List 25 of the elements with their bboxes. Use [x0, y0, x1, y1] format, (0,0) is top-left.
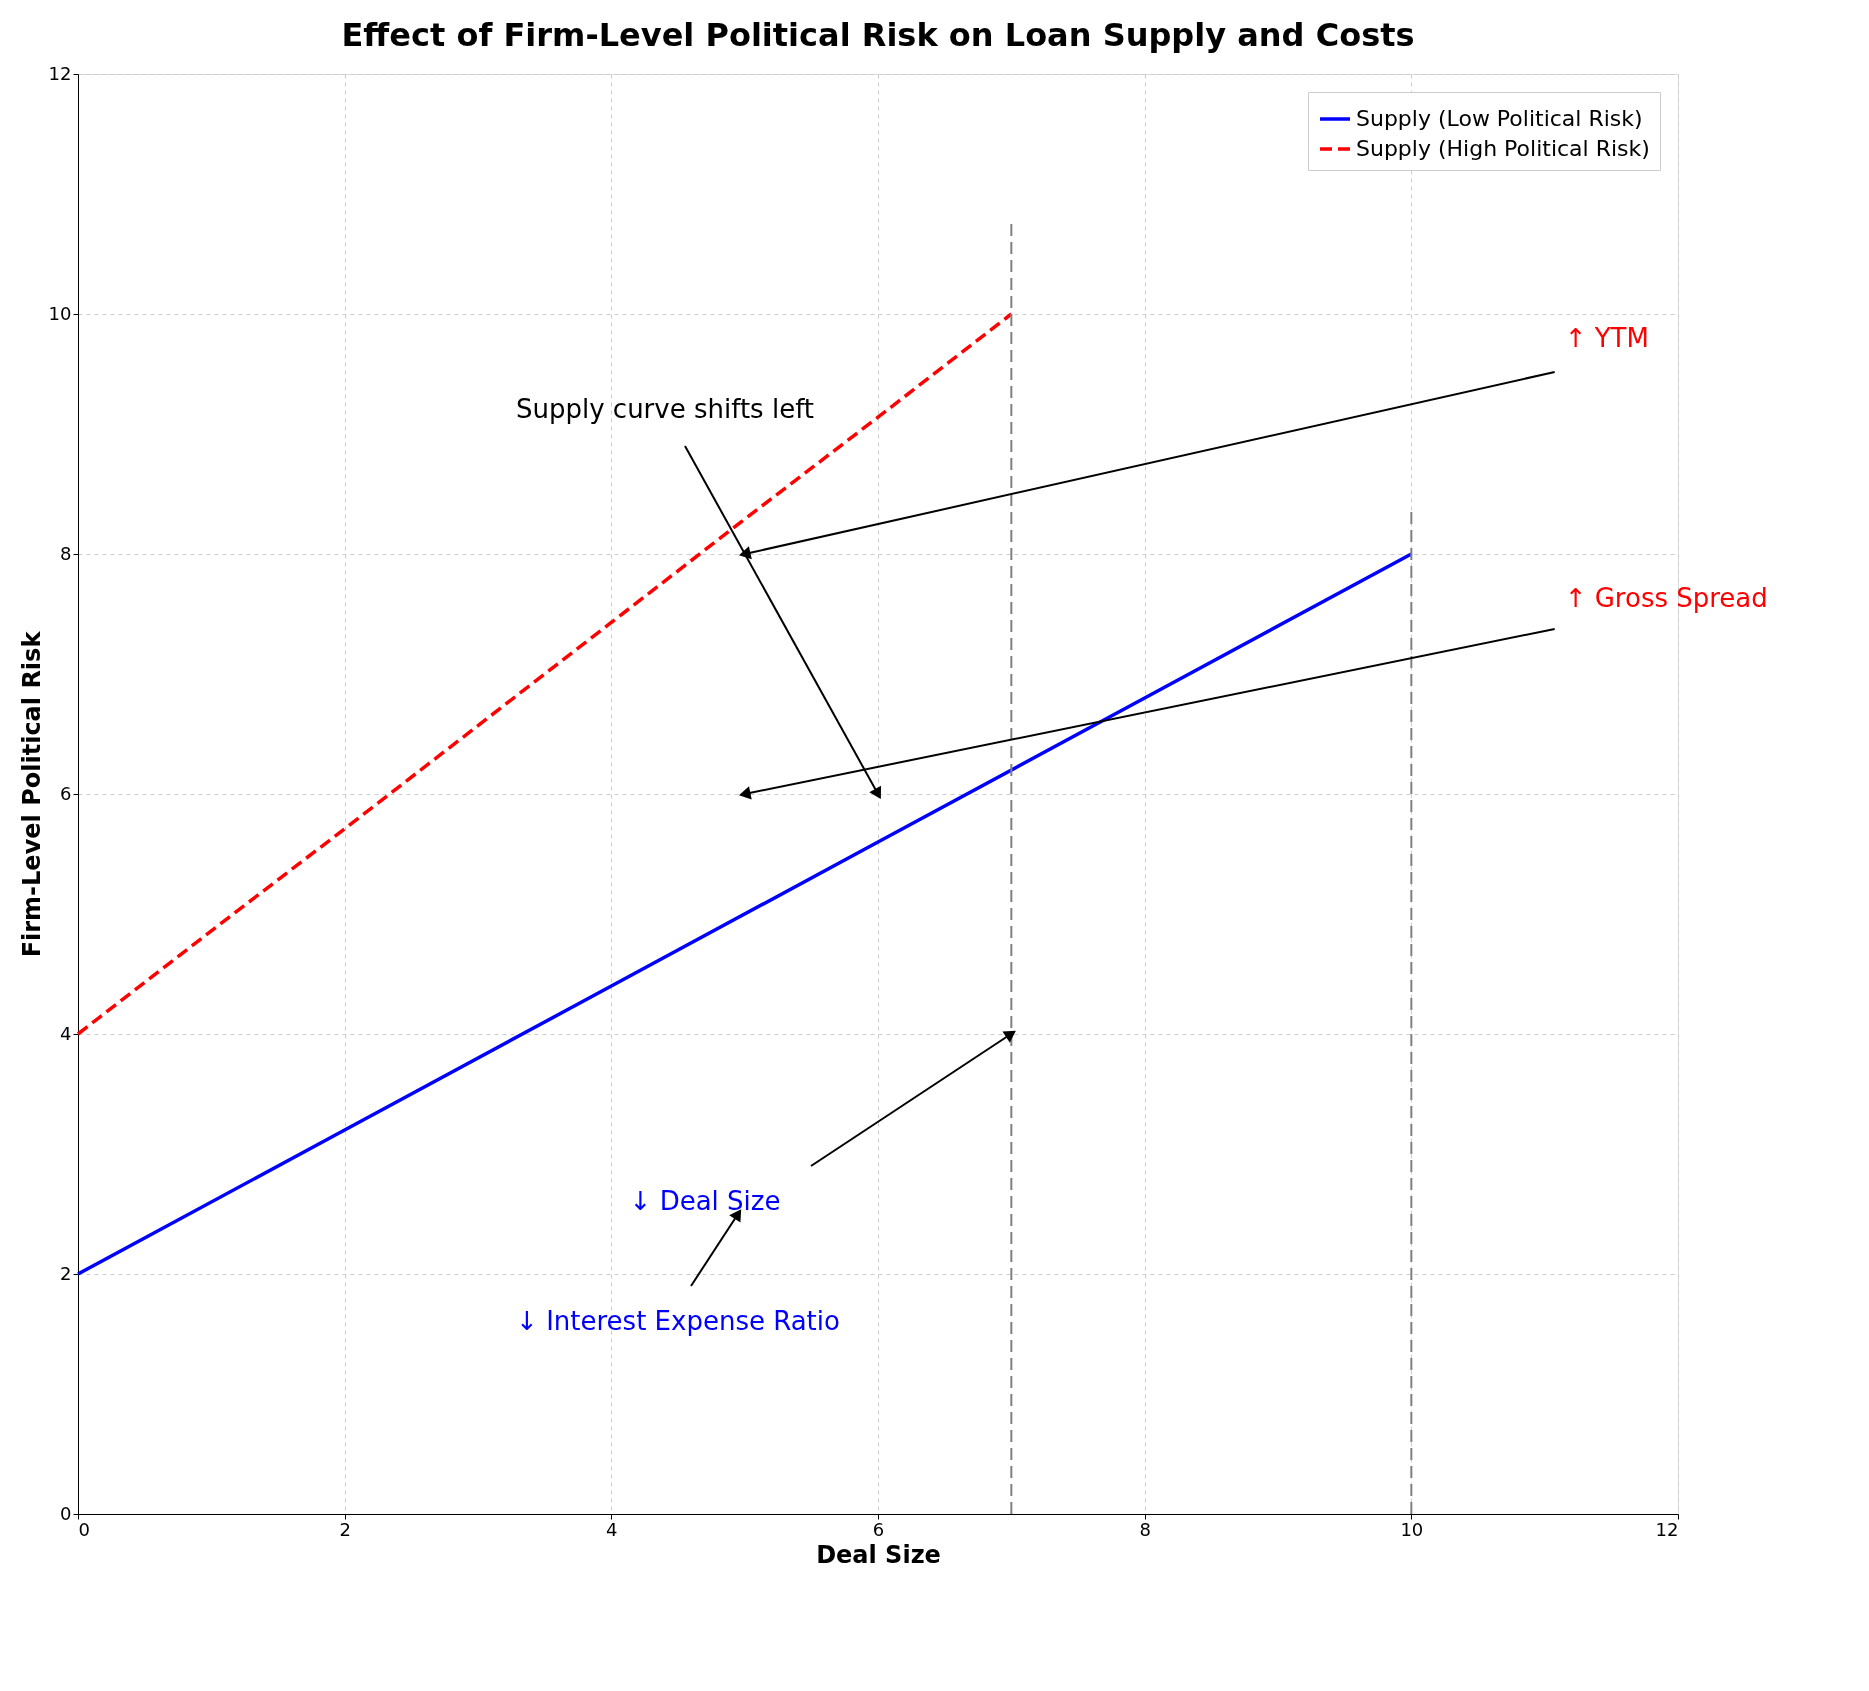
annotation: Supply curve shifts left	[515, 394, 815, 424]
y-tick-label: 2	[60, 1262, 72, 1284]
y-tick-label: 0	[60, 1502, 72, 1524]
annotation: ↓ Deal Size	[629, 1186, 781, 1216]
x-tick-label: 8	[1139, 1518, 1151, 1540]
y-tick-label: 10	[48, 302, 72, 324]
legend-label: Supply (Low Political Risk)	[1356, 106, 1643, 131]
x-axis-title: Deal Size	[816, 1540, 941, 1569]
annotation: ↑ Gross Spread	[1564, 583, 1768, 613]
annotation: ↑ YTM	[1564, 323, 1649, 353]
chart-title: Effect of Firm-Level Political Risk on Loan Supply and Costs	[341, 16, 1415, 54]
x-tick-label: 2	[339, 1518, 351, 1540]
x-tick-label: 0	[78, 1518, 90, 1540]
annotation: ↓ Interest Expense Ratio	[516, 1306, 840, 1336]
x-tick-label: 6	[872, 1518, 885, 1540]
legend-label: Supply (High Political Risk)	[1356, 136, 1650, 161]
y-tick-label: 8	[60, 542, 72, 564]
x-tick-label: 12	[1655, 1518, 1679, 1540]
y-tick-label: 6	[60, 782, 72, 804]
x-tick-label: 10	[1400, 1518, 1424, 1540]
line-series	[76, 312, 1014, 1036]
x-tick-label: 4	[606, 1518, 618, 1540]
y-tick-label: 4	[60, 1022, 72, 1044]
y-axis-title: Firm-Level Political Risk	[17, 630, 46, 958]
y-tick-label: 12	[48, 62, 72, 84]
